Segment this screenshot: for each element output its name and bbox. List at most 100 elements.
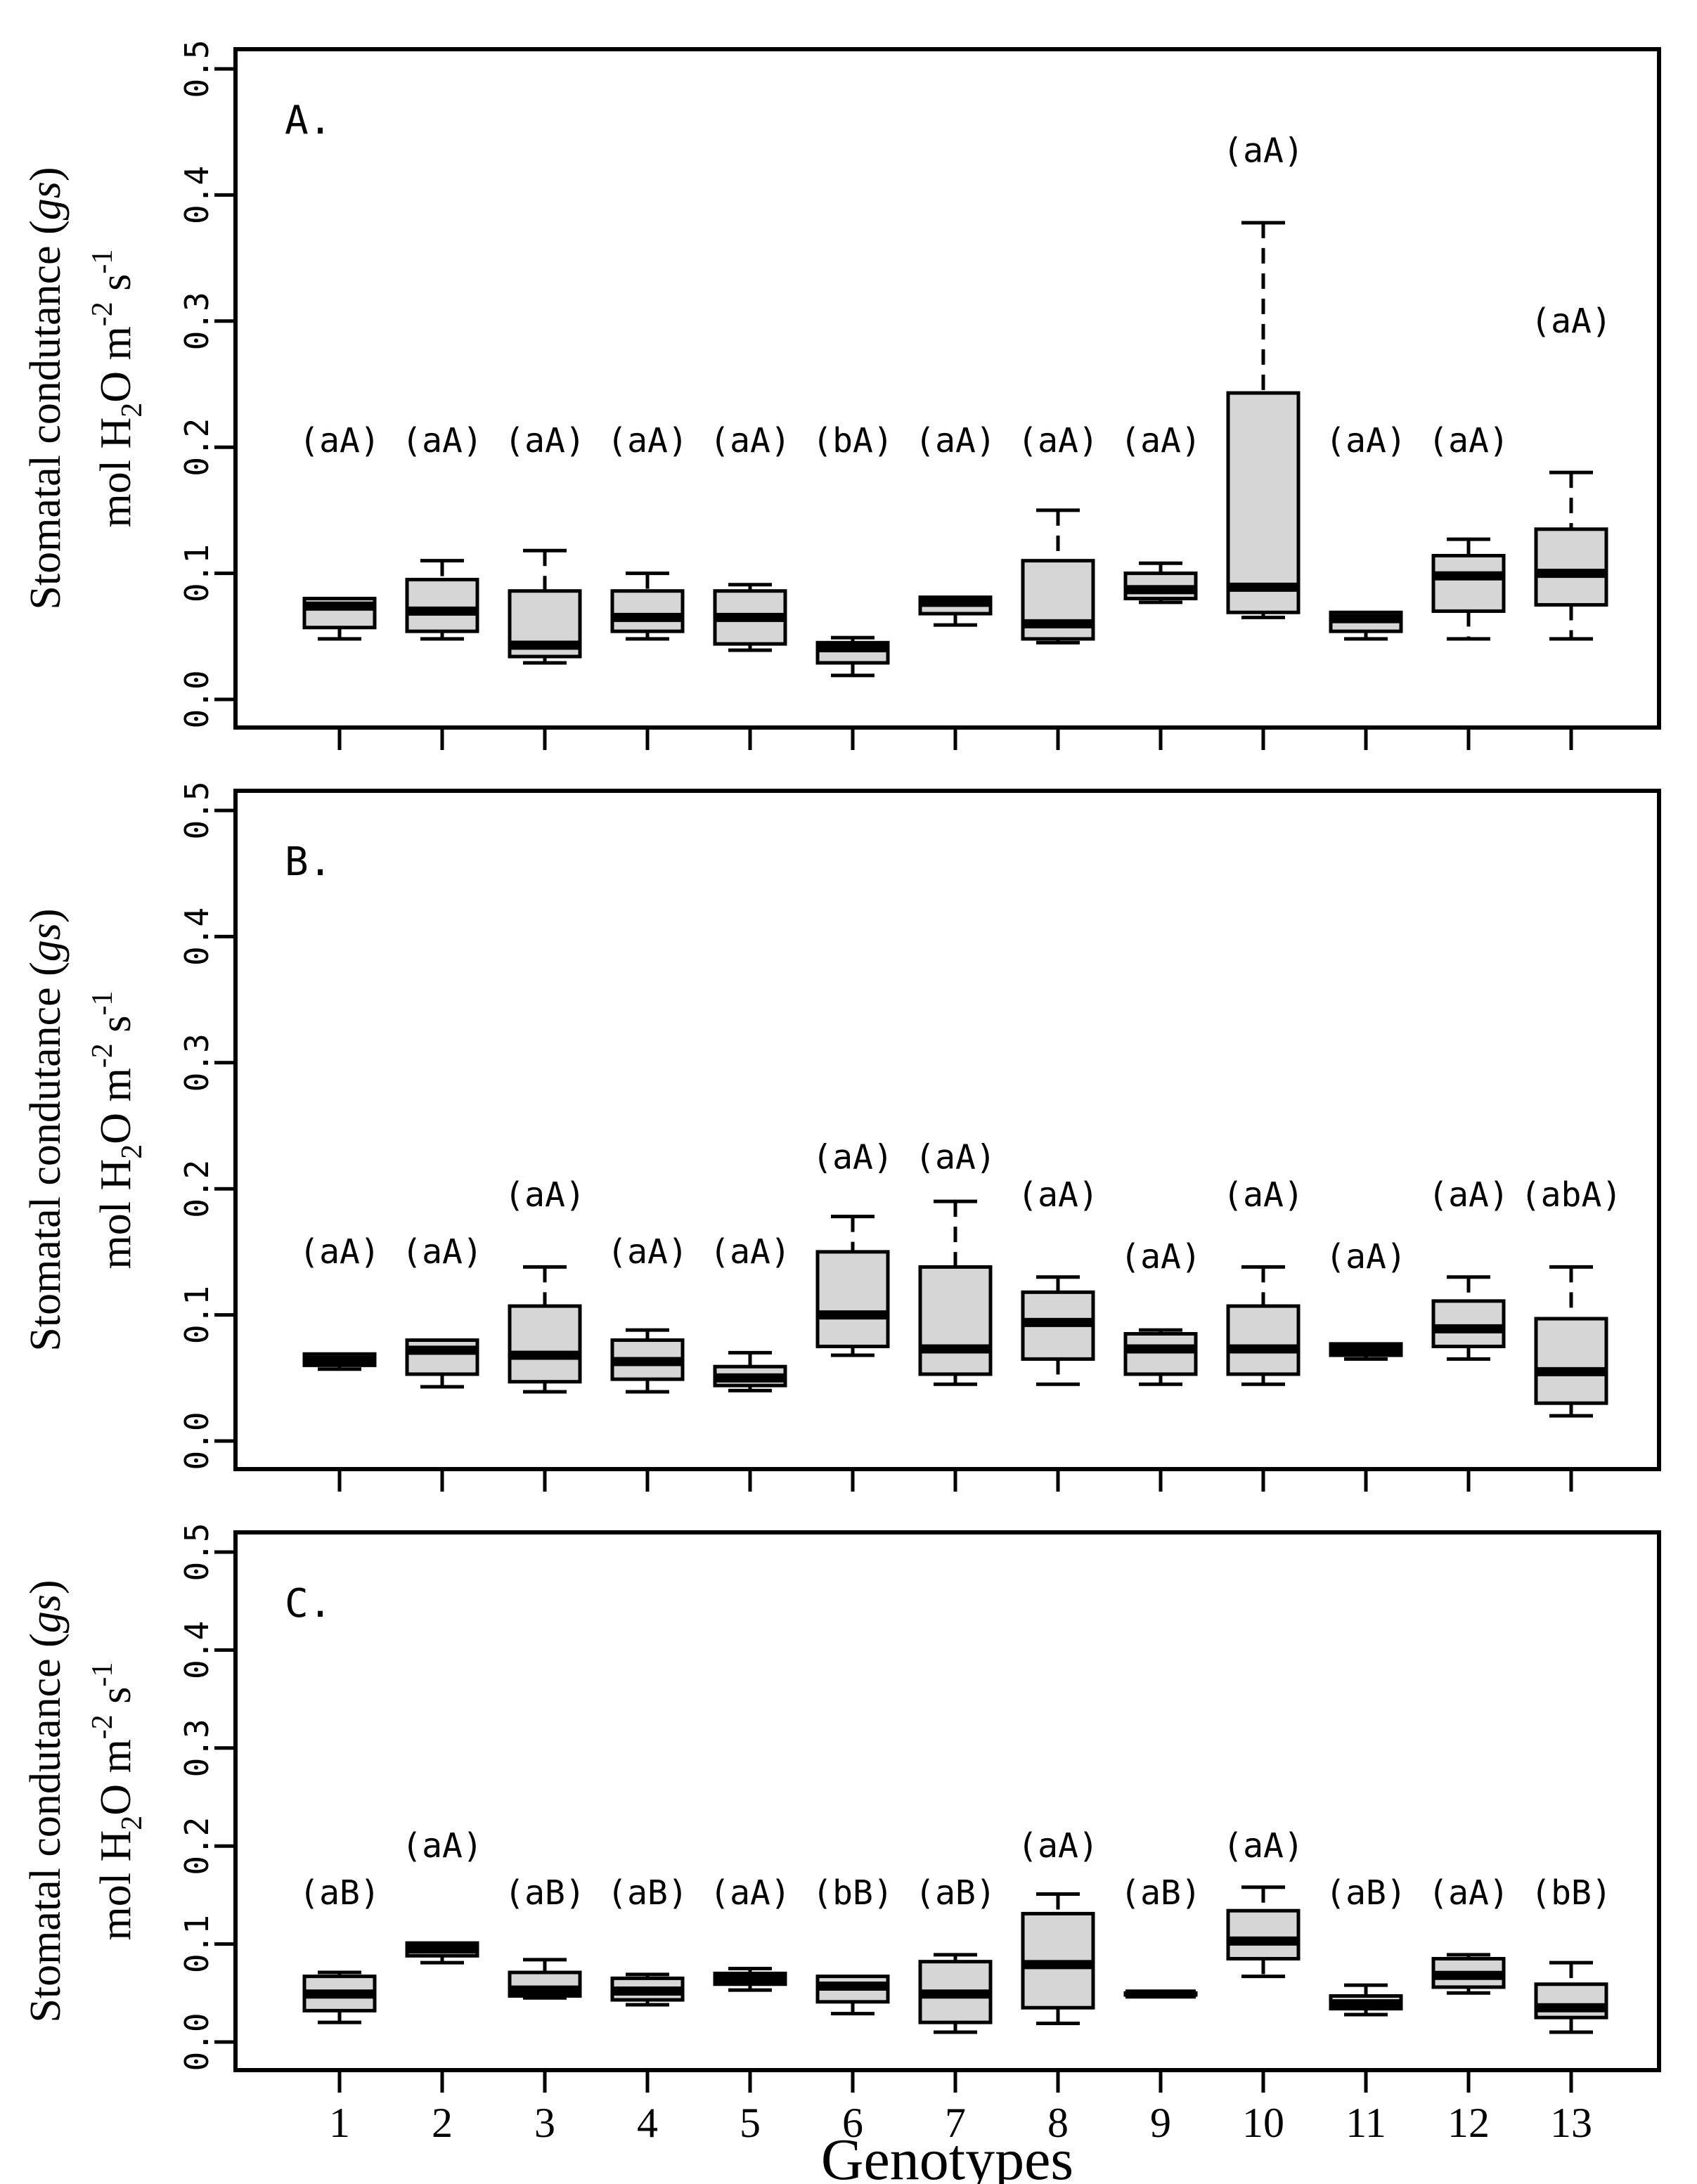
x-axis-title: Genotypes bbox=[821, 2127, 1073, 2184]
boxplot-genotype-1 bbox=[302, 1352, 377, 1371]
significance-label: (aA) bbox=[1017, 1826, 1099, 1866]
y-tick-label: 0.4 bbox=[178, 1621, 216, 1679]
category-label: 1 bbox=[329, 2100, 350, 2146]
iqr-box bbox=[1534, 1982, 1608, 2020]
y-axis-title-line2: mol H2O m-2 s-1 bbox=[86, 991, 148, 1269]
category-label: 6 bbox=[842, 2100, 863, 2146]
category-label: 8 bbox=[1047, 2100, 1069, 2146]
significance-label: (aA) bbox=[1428, 421, 1509, 460]
boxplot-genotype-12 bbox=[1431, 1275, 1506, 1361]
significance-label: (aB) bbox=[915, 1873, 996, 1913]
boxplot-genotype-6 bbox=[815, 635, 890, 678]
significance-label: (aA) bbox=[1222, 1175, 1304, 1215]
iqr-box bbox=[1534, 1317, 1608, 1405]
plot-frame bbox=[233, 47, 1661, 730]
boxplot-genotype-10 bbox=[1226, 1265, 1301, 1386]
category-label: 4 bbox=[637, 2100, 658, 2146]
iqr-box bbox=[302, 596, 377, 630]
significance-label: (aA) bbox=[401, 1826, 483, 1866]
significance-label: (aB) bbox=[1120, 1873, 1201, 1913]
significance-label: (aA) bbox=[709, 1232, 791, 1272]
category-label: 12 bbox=[1447, 2100, 1490, 2146]
boxplot-genotype-8 bbox=[1021, 1892, 1095, 2026]
iqr-box bbox=[918, 1265, 993, 1376]
y-tick-label: 0.5 bbox=[178, 781, 216, 839]
iqr-box bbox=[1226, 1908, 1301, 1961]
boxplot-genotype-4 bbox=[610, 1972, 685, 2007]
significance-label: (aB) bbox=[607, 1873, 688, 1913]
iqr-box bbox=[1226, 1304, 1301, 1376]
boxplot-genotype-8 bbox=[1021, 1275, 1095, 1386]
significance-label: (aA) bbox=[709, 421, 791, 460]
boxplot-genotype-6 bbox=[815, 1215, 890, 1357]
category-label: 7 bbox=[945, 2100, 966, 2146]
y-tick-label: 0.3 bbox=[178, 1033, 216, 1092]
panel-a: 0.0 0.1 0.2 0.3 0.4 0.5 (aA) (aA) (aA) (aA) (aA) (b… bbox=[22, 39, 1661, 750]
boxplot-genotype-4 bbox=[610, 1328, 685, 1394]
significance-label: (aA) bbox=[607, 1232, 688, 1272]
boxplot-genotype-5 bbox=[713, 1350, 787, 1393]
y-axis-title-line1: Stomatal condutance (gs) bbox=[22, 167, 70, 609]
category-label: 3 bbox=[534, 2100, 555, 2146]
iqr-box bbox=[405, 1338, 479, 1376]
boxplot-genotype-3 bbox=[508, 1958, 582, 2000]
panel-letter: A. bbox=[285, 98, 332, 143]
panel-letter: C. bbox=[285, 1581, 332, 1627]
boxplot-genotype-11 bbox=[1329, 610, 1403, 641]
significance-label: (aA) bbox=[812, 1137, 893, 1177]
y-tick-label: 0.0 bbox=[178, 2012, 216, 2071]
category-label: 5 bbox=[740, 2100, 761, 2146]
iqr-box bbox=[1123, 1332, 1198, 1376]
boxplot-genotype-13 bbox=[1534, 1960, 1608, 2034]
y-tick-label: 0.1 bbox=[178, 544, 216, 602]
iqr-box bbox=[1431, 1299, 1506, 1348]
y-tick-label: 0.2 bbox=[178, 1160, 216, 1218]
category-label: 13 bbox=[1550, 2100, 1592, 2146]
significance-label: (aA) bbox=[1222, 1826, 1304, 1866]
iqr-box bbox=[508, 1304, 582, 1384]
category-label: 11 bbox=[1346, 2100, 1386, 2146]
y-tick-label: 0.5 bbox=[178, 39, 216, 98]
category-label: 2 bbox=[432, 2100, 453, 2146]
boxplot-genotype-7 bbox=[918, 1199, 993, 1386]
category-label: 9 bbox=[1150, 2100, 1171, 2146]
boxplot-genotype-10 bbox=[1226, 1885, 1301, 1979]
boxplot-genotype-10 bbox=[1226, 221, 1301, 619]
iqr-box bbox=[1226, 391, 1301, 614]
significance-label: (aA) bbox=[401, 421, 483, 460]
iqr-box bbox=[1534, 527, 1608, 607]
boxplot-genotype-4 bbox=[610, 571, 685, 641]
boxplot-genotype-7 bbox=[918, 595, 993, 627]
boxplot-genotype-2 bbox=[405, 1338, 479, 1389]
iqr-box bbox=[815, 1250, 890, 1348]
boxplot-genotype-1 bbox=[302, 596, 377, 641]
significance-label: (aA) bbox=[1325, 1237, 1407, 1277]
y-tick-label: 0.1 bbox=[178, 1915, 216, 1973]
significance-label: (aA) bbox=[1325, 421, 1407, 460]
y-axis-title-line1: Stomatal condutance (gs) bbox=[22, 1579, 70, 2022]
boxplot-genotype-9 bbox=[1123, 561, 1198, 605]
significance-label: (aB) bbox=[1325, 1873, 1407, 1913]
boxplot-genotype-2 bbox=[405, 1941, 479, 1965]
boxplot-genotype-3 bbox=[508, 548, 582, 665]
plot-frame bbox=[233, 789, 1661, 1471]
y-tick-label: 0.2 bbox=[178, 418, 216, 477]
y-tick-label: 0.4 bbox=[178, 166, 216, 224]
y-tick-label: 0.3 bbox=[178, 1719, 216, 1777]
boxplot-genotype-5 bbox=[713, 1966, 787, 1992]
significance-label: (aA) bbox=[1428, 1873, 1509, 1913]
boxplot-genotype-9 bbox=[1123, 1328, 1198, 1386]
significance-label: (aB) bbox=[299, 1873, 380, 1913]
significance-label: (aA) bbox=[504, 1175, 586, 1215]
iqr-box bbox=[610, 589, 685, 633]
y-axis-title-line1: Stomatal condutance (gs) bbox=[22, 908, 70, 1351]
boxplot-genotype-7 bbox=[918, 1953, 993, 2034]
boxplot-genotype-8 bbox=[1021, 508, 1095, 645]
boxplot-genotype-11 bbox=[1329, 1983, 1403, 2017]
boxplot-genotype-9 bbox=[1123, 1989, 1198, 1999]
significance-label: (aA) bbox=[1120, 1237, 1201, 1277]
panel-letter: B. bbox=[285, 839, 332, 885]
significance-label: (bB) bbox=[812, 1873, 893, 1913]
significance-label: (aA) bbox=[299, 1232, 380, 1272]
